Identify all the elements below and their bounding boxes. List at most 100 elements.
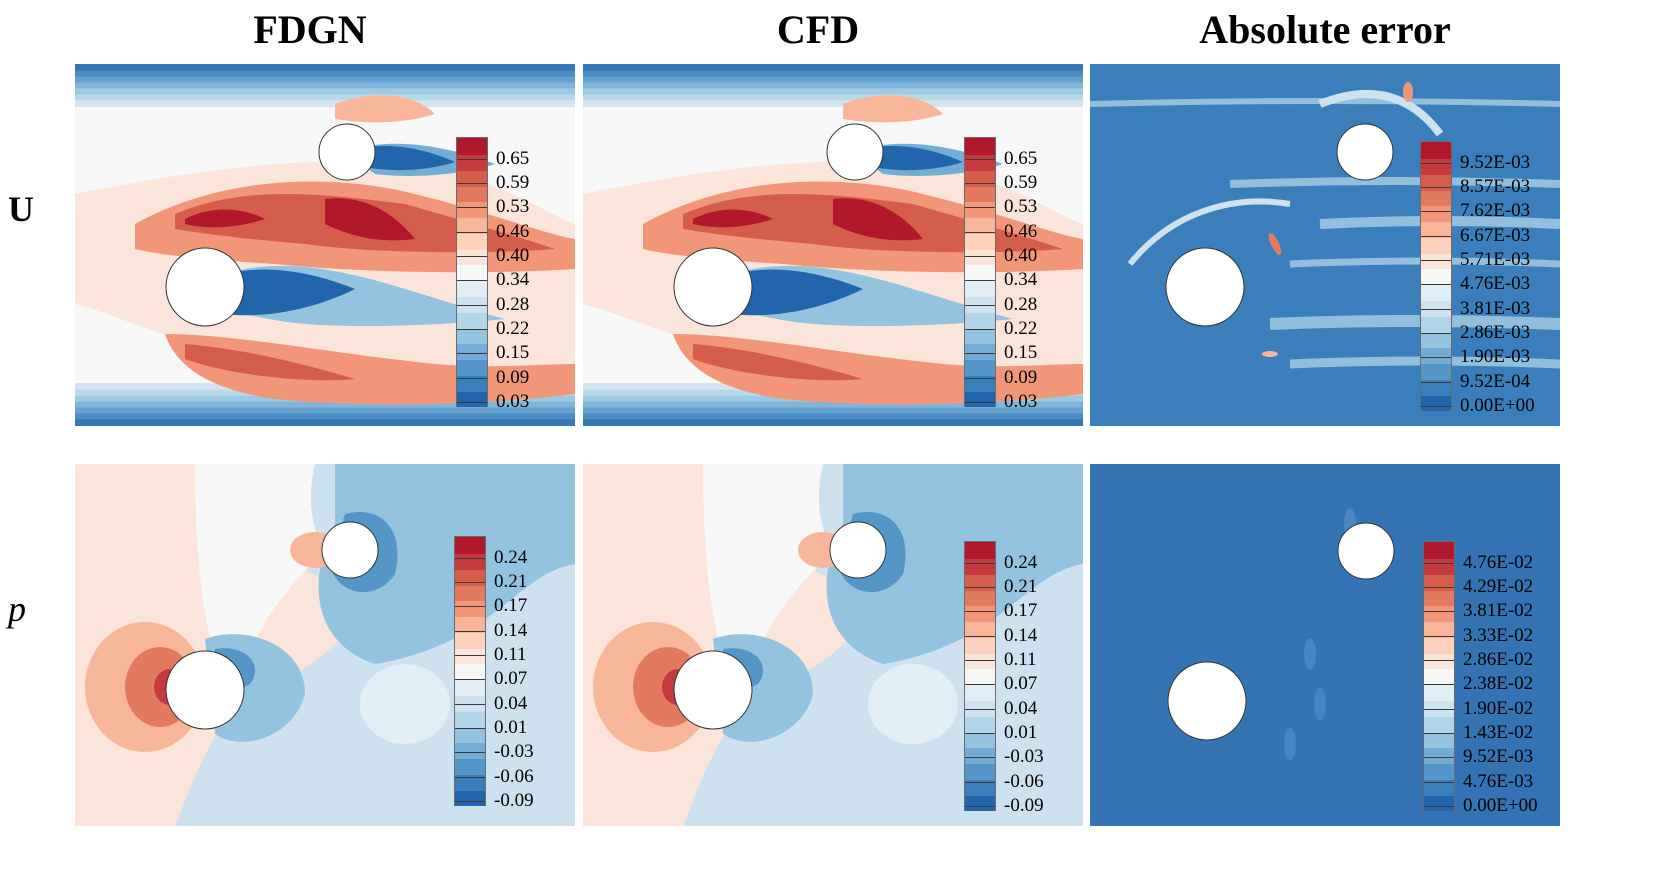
colorbar-segment bbox=[455, 631, 485, 649]
contour-panel-fdgn-velocity: 0.65 0.59 0.53 0.46 0.40 0.34 0.28 0.22 0.15 0.09… bbox=[75, 64, 575, 426]
colorbar-segment bbox=[455, 552, 485, 570]
wall-band bbox=[583, 76, 1083, 83]
colorbar bbox=[454, 536, 486, 807]
colorbar bbox=[964, 541, 996, 812]
colorbar-segment bbox=[965, 327, 995, 345]
jet-peak bbox=[693, 209, 773, 228]
mild-region bbox=[868, 664, 958, 744]
colorbar-tick-label: 3.33E-02 bbox=[1463, 624, 1534, 646]
low-pressure-region bbox=[826, 464, 1083, 664]
colorbar-segment bbox=[965, 715, 995, 733]
colorbar-segment bbox=[965, 185, 995, 203]
wall-band bbox=[583, 413, 1083, 420]
small-cylinder bbox=[318, 123, 376, 181]
error-speck bbox=[1284, 728, 1296, 760]
colorbar-tick-label: 1.43E-02 bbox=[1463, 721, 1534, 743]
colorbar-tick bbox=[1421, 211, 1451, 213]
large-cylinder bbox=[673, 650, 753, 730]
colorbar-segment bbox=[455, 694, 485, 712]
colorbar-tick-label: 0.28 bbox=[1004, 293, 1038, 315]
colorbar-tick-label: 0.00E+00 bbox=[1463, 794, 1538, 816]
colorbar bbox=[964, 137, 996, 408]
colorbar-tick-label: 8.57E-03 bbox=[1460, 176, 1531, 197]
colorbar-tick bbox=[1424, 659, 1454, 661]
colorbar-tick-label: 0.11 bbox=[1004, 648, 1037, 670]
wall-band bbox=[75, 76, 575, 83]
colorbar-tick bbox=[965, 377, 995, 379]
colorbar-segment bbox=[1421, 299, 1451, 317]
colorbar-segment bbox=[457, 279, 487, 297]
colorbar-segment bbox=[1424, 542, 1454, 560]
large-cylinder bbox=[1165, 247, 1245, 327]
colorbar-segment bbox=[457, 327, 487, 345]
colorbar-segment bbox=[1421, 268, 1451, 286]
wall-band bbox=[583, 82, 1083, 89]
colorbar-segment bbox=[965, 573, 995, 591]
colorbar-tick-label: 3.81E-02 bbox=[1463, 600, 1534, 622]
wall-band bbox=[75, 82, 575, 89]
colorbar-tick-label: 0.15 bbox=[1004, 342, 1038, 364]
colorbar-tick bbox=[1424, 562, 1454, 564]
colorbar-tick bbox=[965, 781, 995, 783]
large-cylinder bbox=[1167, 661, 1247, 741]
colorbar-tick-label: 0.04 bbox=[1004, 697, 1038, 719]
colorbar-tick bbox=[455, 679, 485, 681]
colorbar-segment bbox=[455, 615, 485, 633]
error-hotspot bbox=[1262, 351, 1278, 357]
colorbar-segment bbox=[965, 636, 995, 654]
colorbar-segment bbox=[1421, 236, 1451, 254]
colorbar-segment bbox=[457, 185, 487, 203]
colorbar-segment bbox=[965, 216, 995, 234]
colorbar-segment bbox=[1424, 557, 1454, 575]
colorbar-segment bbox=[965, 731, 995, 749]
colorbar-tick bbox=[457, 280, 487, 282]
colorbar-tick bbox=[965, 183, 995, 184]
colorbar-tick-label: 3.81E-03 bbox=[1460, 297, 1531, 319]
error-arc bbox=[1318, 90, 1444, 137]
colorbar-segment bbox=[965, 169, 995, 187]
colorbar-segment bbox=[1421, 142, 1451, 160]
colorbar-segment bbox=[455, 726, 485, 744]
colorbar-segment bbox=[965, 683, 995, 701]
wall-band bbox=[583, 64, 1083, 71]
colorbar-tick-label: 2.86E-03 bbox=[1460, 321, 1531, 343]
colorbar-tick bbox=[455, 727, 485, 729]
colorbar-tick-label: 0.65 bbox=[1004, 147, 1038, 169]
colorbar-tick bbox=[455, 630, 485, 632]
colorbar-tick bbox=[965, 401, 995, 403]
colorbar-segment bbox=[1421, 315, 1451, 333]
colorbar-tick bbox=[965, 708, 995, 710]
colorbar-segment bbox=[1424, 715, 1454, 733]
colorbar-tick bbox=[1424, 611, 1454, 613]
colorbar-tick bbox=[457, 183, 487, 184]
colorbar-tick bbox=[457, 255, 487, 257]
colorbar-tick bbox=[965, 684, 995, 686]
colorbar-segment bbox=[457, 311, 487, 329]
colorbar-segment bbox=[965, 762, 995, 780]
jet-peak bbox=[185, 209, 265, 228]
colorbar-tick bbox=[965, 255, 995, 257]
colorbar-tick bbox=[1421, 284, 1451, 286]
colorbar-segment bbox=[1424, 605, 1454, 623]
contour-panel-fdgn-pressure: 0.24 0.21 0.17 0.14 0.11 0.07 0.04 0.01 -0.03 -0.… bbox=[75, 464, 575, 826]
colorbar-segment bbox=[965, 620, 995, 638]
colorbar-segment bbox=[457, 138, 487, 156]
colorbar-segment bbox=[1421, 173, 1451, 191]
colorbar-tick bbox=[965, 304, 995, 306]
colorbar-segment bbox=[1424, 683, 1454, 701]
colorbar-segment bbox=[965, 358, 995, 376]
colorbar-tick-label: -0.03 bbox=[494, 741, 534, 763]
colorbar-tick-label: 4.76E-03 bbox=[1460, 273, 1531, 295]
colorbar-tick-label: 2.38E-02 bbox=[1463, 673, 1534, 695]
wall-band bbox=[583, 70, 1083, 77]
wall-band bbox=[583, 94, 1083, 101]
colorbar-tick-label: 5.71E-03 bbox=[1460, 248, 1531, 270]
colorbar-segment bbox=[965, 605, 995, 623]
colorbar-segment bbox=[965, 264, 995, 282]
colorbar-segment bbox=[1424, 589, 1454, 607]
row-label-pressure: p bbox=[8, 589, 26, 629]
column-title-fdgn: FDGN bbox=[253, 7, 367, 52]
colorbar-tick-label: -0.09 bbox=[494, 789, 534, 811]
colorbar-tick bbox=[1421, 162, 1451, 164]
colorbar-tick-label: 0.21 bbox=[494, 571, 528, 592]
